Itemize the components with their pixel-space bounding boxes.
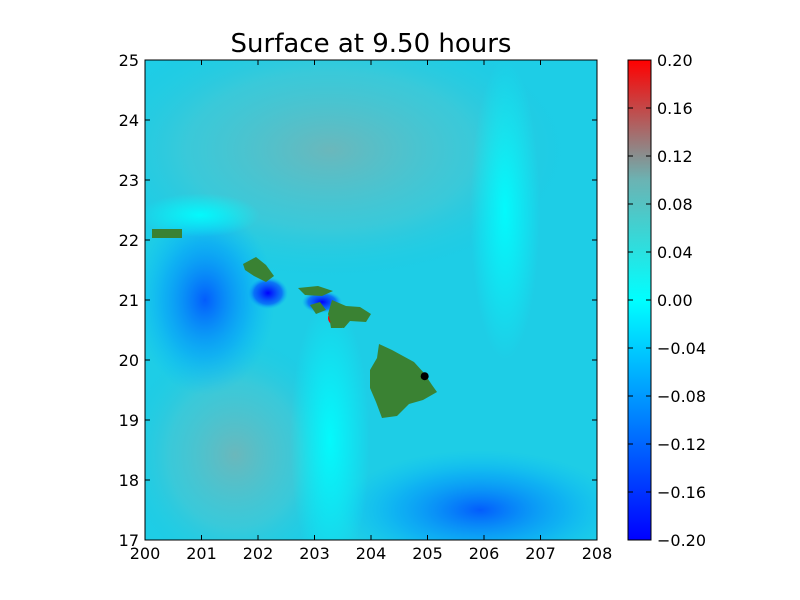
field-cyan-band-3 <box>145 193 260 237</box>
x-axis: 200 201 202 203 204 205 206 207 208 <box>130 60 613 563</box>
y-tick-label: 19 <box>119 411 139 430</box>
y-tick-label: 18 <box>119 471 139 490</box>
y-tick-label: 20 <box>119 351 139 370</box>
colorbar-tick-label: −0.20 <box>657 531 706 550</box>
colorbar-tick-label: 0.04 <box>657 243 693 262</box>
y-tick-label: 24 <box>119 111 139 130</box>
x-tick-label: 201 <box>186 544 217 563</box>
y-tick-label: 22 <box>119 231 139 250</box>
land-hawaii <box>370 344 437 418</box>
x-tick-label: 207 <box>525 544 556 563</box>
x-tick-label: 205 <box>412 544 443 563</box>
x-tick-label: 200 <box>130 544 161 563</box>
colorbar-tick-label: −0.12 <box>657 435 706 454</box>
land-kahoolawe <box>330 322 342 328</box>
y-tick-label: 23 <box>119 171 139 190</box>
y-tick-label: 21 <box>119 291 139 310</box>
chart-title: Surface at 9.50 hours <box>231 29 512 59</box>
field-cyan-band-2 <box>470 60 540 360</box>
x-tick-label: 206 <box>469 544 500 563</box>
colorbar-tick-label: −0.16 <box>657 483 706 502</box>
land-maui <box>328 300 371 328</box>
colorbar-tick-label: 0.08 <box>657 195 693 214</box>
field-cyan-band-1 <box>290 300 370 540</box>
x-tick-label: 208 <box>582 544 613 563</box>
field-west-blue <box>145 205 275 395</box>
x-tick-label: 204 <box>356 544 387 563</box>
land-molokai <box>298 286 333 296</box>
colorbar-tick-label: 0.00 <box>657 291 693 310</box>
y-axis: 17 18 19 20 21 22 23 24 25 <box>119 51 597 550</box>
x-tick-label: 202 <box>243 544 274 563</box>
y-tick-label: 25 <box>119 51 139 70</box>
field-south-blue <box>340 450 597 540</box>
colorbar-tick-label: −0.08 <box>657 387 706 406</box>
x-tick-label: 203 <box>299 544 330 563</box>
plot-area <box>145 60 597 540</box>
marker-point <box>420 372 429 381</box>
colorbar-tick-label: 0.20 <box>657 51 693 70</box>
field-deepblue-oahu <box>248 277 288 309</box>
colorbar-tick-label: −0.04 <box>657 339 706 358</box>
land <box>152 229 437 418</box>
colorbar-tick-label: 0.16 <box>657 99 693 118</box>
colorbar-tick-label: 0.12 <box>657 147 693 166</box>
land-lanai <box>310 302 326 314</box>
colorbar-ticks: 0.20 0.16 0.12 0.08 0.04 0.00 −0.04 −0.08 −0.12 −… <box>628 51 706 550</box>
land-niihau <box>152 229 182 238</box>
y-tick-label: 17 <box>119 531 139 550</box>
land-oahu <box>243 257 274 282</box>
